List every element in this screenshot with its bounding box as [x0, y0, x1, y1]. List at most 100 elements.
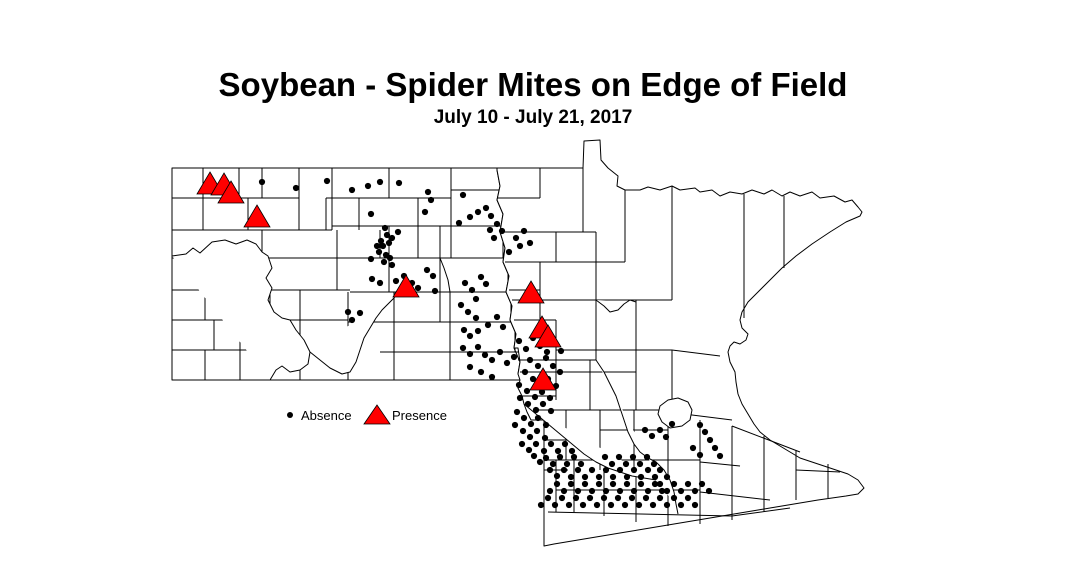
absence-point: [482, 280, 490, 288]
absence-point: [513, 408, 521, 416]
absence-point: [644, 466, 652, 474]
absence-point: [691, 501, 699, 509]
presence-point: [517, 280, 545, 304]
absence-point: [519, 427, 527, 435]
absence-point: [461, 279, 469, 287]
absence-point: [524, 400, 532, 408]
absence-point: [541, 434, 549, 442]
absence-point: [637, 473, 645, 481]
absence-point: [431, 287, 439, 295]
absence-point: [323, 177, 331, 185]
absence-point: [601, 453, 609, 461]
absence-point: [588, 487, 596, 495]
absence-point: [515, 381, 523, 389]
absence-point: [459, 191, 467, 199]
legend-presence-label: Presence: [392, 408, 447, 423]
absence-point: [563, 460, 571, 468]
absence-point: [663, 473, 671, 481]
absence-point: [574, 466, 582, 474]
absence-point: [385, 239, 393, 247]
absence-point: [570, 453, 578, 461]
absence-point: [505, 248, 513, 256]
absence-point: [602, 487, 610, 495]
absence-point: [344, 308, 352, 316]
legend-absence-dot-icon: [287, 412, 293, 418]
absence-point: [649, 501, 657, 509]
absence-point: [395, 179, 403, 187]
absence-point: [542, 354, 550, 362]
absence-point: [375, 248, 383, 256]
absence-point: [602, 466, 610, 474]
absence-point: [651, 473, 659, 481]
absence-point: [348, 186, 356, 194]
absence-point: [539, 400, 547, 408]
presence-point: [529, 367, 557, 391]
absence-point: [650, 460, 658, 468]
absence-point: [614, 494, 622, 502]
absence-point: [546, 487, 554, 495]
absence-point: [529, 375, 537, 383]
absence-point: [574, 487, 582, 495]
absence-point: [716, 452, 724, 460]
absence-point: [427, 196, 435, 204]
absence-point: [706, 436, 714, 444]
absence-point: [656, 494, 664, 502]
absence-point: [474, 208, 482, 216]
absence-point: [546, 466, 554, 474]
absence-point: [558, 494, 566, 502]
legend-presence-triangle-icon: [363, 404, 391, 425]
absence-point: [696, 421, 704, 429]
mn-row-13b: [700, 462, 740, 466]
absence-point: [493, 313, 501, 321]
absence-point: [677, 487, 685, 495]
missouri-river-2: [310, 292, 398, 374]
absence-point: [553, 472, 561, 480]
absence-point: [658, 487, 666, 495]
absence-point: [380, 258, 388, 266]
absence-point: [557, 347, 565, 355]
absence-point: [711, 444, 719, 452]
mn-lakes-boundary: [596, 300, 636, 312]
absence-point: [379, 242, 387, 250]
absence-point: [503, 359, 511, 367]
absence-point: [554, 447, 562, 455]
absence-point: [534, 362, 542, 370]
james-river: [440, 258, 450, 292]
legend: Absence Presence: [287, 404, 447, 425]
absence-point: [581, 473, 589, 481]
absence-point: [525, 446, 533, 454]
absence-point: [388, 234, 396, 242]
absence-point: [567, 480, 575, 488]
absence-point: [615, 453, 623, 461]
absence-point: [581, 480, 589, 488]
absence-point: [414, 284, 422, 292]
absence-point: [424, 188, 432, 196]
absence-point: [540, 447, 548, 455]
absence-point: [421, 208, 429, 216]
absence-point: [392, 277, 400, 285]
absence-point: [520, 414, 528, 422]
absence-point: [477, 368, 485, 376]
absence-point: [705, 487, 713, 495]
absence-point: [616, 466, 624, 474]
absence-point: [643, 453, 651, 461]
absence-point: [474, 343, 482, 351]
absence-point: [689, 444, 697, 452]
absence-point: [663, 501, 671, 509]
absence-point: [526, 356, 534, 364]
absence-point: [464, 308, 472, 316]
absence-point: [684, 480, 692, 488]
absence-point: [530, 452, 538, 460]
absence-point: [670, 480, 678, 488]
absence-point: [586, 494, 594, 502]
absence-point: [538, 388, 546, 396]
absence-point: [544, 494, 552, 502]
absence-point: [560, 466, 568, 474]
absence-point: [534, 414, 542, 422]
absence-point: [698, 480, 706, 488]
absence-point: [381, 224, 389, 232]
absence-point: [628, 494, 636, 502]
presence-point: [534, 324, 562, 348]
absence-point: [616, 487, 624, 495]
absence-point: [656, 466, 664, 474]
